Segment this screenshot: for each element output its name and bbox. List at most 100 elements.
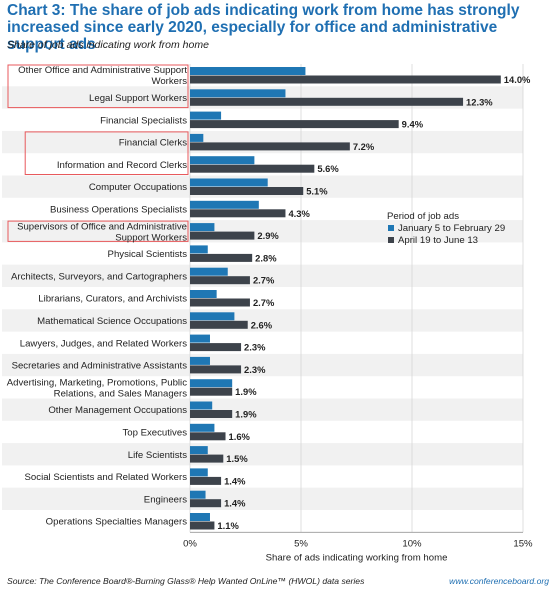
bar-series-2 xyxy=(190,142,350,151)
bar-series-1 xyxy=(190,89,286,98)
category-label: Engineers xyxy=(144,494,187,505)
bar-series-1 xyxy=(190,356,210,365)
bar-series-2 xyxy=(190,253,253,262)
bar-series-2 xyxy=(190,365,242,374)
category-label: Physical Scientists xyxy=(108,249,188,260)
bar-series-1 xyxy=(190,200,259,209)
data-label: 1.6% xyxy=(229,431,251,442)
bar-series-2 xyxy=(190,320,248,329)
bar-series-1 xyxy=(190,67,306,75)
category-label: Architects, Surveyors, and Cartographers xyxy=(11,271,187,282)
bar-series-1 xyxy=(190,111,222,120)
chart-title: Chart 3: The share of job ads indicating… xyxy=(7,2,520,53)
row-band xyxy=(2,443,523,466)
bar-series-1 xyxy=(190,223,215,232)
bar-series-2 xyxy=(190,187,304,195)
row-band xyxy=(2,398,523,421)
legend-label: April 19 to June 13 xyxy=(398,235,478,246)
website-link[interactable]: www.conferenceboard.org xyxy=(449,576,549,586)
bar-series-1 xyxy=(190,446,208,455)
bar-series-2 xyxy=(190,343,242,352)
bar-series-1 xyxy=(190,490,206,499)
x-tick-label: 5% xyxy=(294,538,308,549)
category-label: Social Scientists and Related Workers xyxy=(25,472,188,483)
category-label: Top Executives xyxy=(122,427,187,438)
category-label: Financial Specialists xyxy=(100,115,187,126)
data-label: 5.6% xyxy=(317,163,339,174)
data-label: 2.7% xyxy=(253,297,275,308)
highlight-box xyxy=(7,64,189,109)
chart-subtitle: Share of job ads indicating work from ho… xyxy=(7,39,209,51)
data-label: 9.4% xyxy=(402,119,424,130)
category-label: Other Management Occupations xyxy=(48,405,187,416)
data-label: 2.3% xyxy=(244,342,266,353)
category-label: Secretaries and Administrative Assistant… xyxy=(12,361,188,372)
bar-series-1 xyxy=(190,468,208,477)
data-label: 4.3% xyxy=(288,208,310,219)
row-band xyxy=(2,130,523,154)
legend-swatch xyxy=(388,225,394,231)
bar-series-1 xyxy=(190,133,204,142)
data-label: 1.9% xyxy=(235,386,257,397)
bar-series-2 xyxy=(190,521,215,530)
bar-series-1 xyxy=(190,401,213,410)
category-label: Mathematical Science Occupations xyxy=(37,316,187,327)
data-label: 5.1% xyxy=(306,186,328,197)
data-label: 1.9% xyxy=(235,409,257,420)
category-label: Life Scientists xyxy=(128,450,187,461)
bar-series-1 xyxy=(190,156,255,165)
bar-series-2 xyxy=(190,164,315,173)
bar-series-1 xyxy=(190,379,233,388)
data-label: 14.0% xyxy=(504,74,531,85)
source-note: Source: The Conference Board®-Burning Gl… xyxy=(7,576,365,586)
bar-series-1 xyxy=(190,423,215,432)
x-tick-label: 10% xyxy=(402,538,422,549)
category-label: Legal Support Workers xyxy=(89,93,187,104)
bar-series-2 xyxy=(190,387,233,396)
category-label: Operations Specialties Managers xyxy=(46,517,188,528)
highlight-box xyxy=(7,220,189,242)
bar-series-2 xyxy=(190,97,464,106)
data-label: 2.7% xyxy=(253,275,275,286)
bar-series-2 xyxy=(190,499,222,508)
bar-series-2 xyxy=(190,432,226,441)
bar-series-2 xyxy=(190,454,224,463)
data-label: 1.1% xyxy=(217,520,239,531)
legend-title: Period of job ads xyxy=(387,211,459,222)
category-label: Supervisors of Office and Administrative… xyxy=(17,221,187,243)
legend-label: January 5 to February 29 xyxy=(398,223,505,234)
bar-series-1 xyxy=(190,178,268,187)
bar-series-2 xyxy=(190,476,222,485)
data-label: 12.3% xyxy=(466,96,493,107)
bar-series-1 xyxy=(190,245,208,254)
row-band xyxy=(2,309,523,332)
bar-series-1 xyxy=(190,312,235,321)
category-label: Librarians, Curators, and Archivists xyxy=(38,294,187,305)
x-axis-label: Share of ads indicating working from hom… xyxy=(266,552,448,563)
bar-series-1 xyxy=(190,334,210,343)
category-label: Advertising, Marketing, Promotions, Publ… xyxy=(7,377,187,399)
data-label: 1.5% xyxy=(226,453,248,464)
data-label: 2.6% xyxy=(251,319,273,330)
row-band xyxy=(2,487,523,510)
category-label: Business Operations Specialists xyxy=(50,204,187,215)
category-label: Information and Record Clerks xyxy=(57,160,187,171)
data-label: 2.9% xyxy=(257,230,279,241)
category-label: Financial Clerks xyxy=(119,138,187,149)
data-label: 1.4% xyxy=(224,475,246,486)
data-label: 7.2% xyxy=(353,141,375,152)
bar-series-2 xyxy=(190,410,233,418)
bar-series-1 xyxy=(190,267,228,276)
bar-series-1 xyxy=(190,513,210,521)
bar-series-2 xyxy=(190,276,250,285)
row-band xyxy=(2,264,523,287)
data-label: 1.4% xyxy=(224,498,246,509)
bar-series-2 xyxy=(190,75,501,84)
bar-series-2 xyxy=(190,120,399,129)
bar-series-2 xyxy=(190,231,255,240)
row-band xyxy=(2,353,523,377)
x-tick-label: 15% xyxy=(513,538,533,549)
data-label: 2.3% xyxy=(244,364,266,375)
bar-series-2 xyxy=(190,209,286,218)
